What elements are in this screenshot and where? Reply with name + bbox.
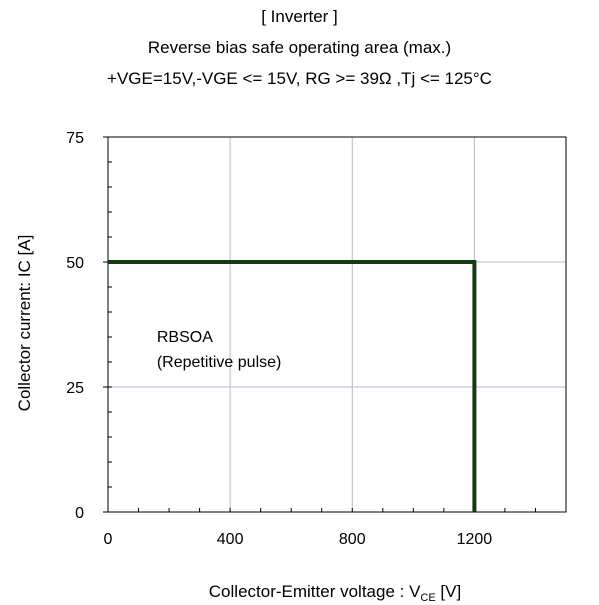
x-tick-label: 400 bbox=[217, 531, 244, 548]
axis-ticks bbox=[103, 136, 536, 513]
rbsoa-limit-line bbox=[108, 260, 477, 512]
chart-subtitle: Reverse bias safe operating area (max.) bbox=[147, 38, 452, 57]
x-tick-label: 800 bbox=[339, 531, 366, 548]
x-tick-label: 0 bbox=[104, 531, 113, 548]
y-tick-label: 50 bbox=[66, 255, 84, 272]
y-tick-label: 75 bbox=[66, 130, 84, 147]
x-tick-label: 1200 bbox=[457, 531, 493, 548]
chart-title: [ Inverter ] bbox=[261, 7, 338, 26]
y-tick-label: 0 bbox=[75, 505, 84, 522]
x-axis-title: Collector-Emitter voltage : VCE [V] bbox=[209, 582, 461, 604]
annotation-rbsoa: RBSOA bbox=[157, 329, 213, 346]
y-axis-title: Collector current: IC [A] bbox=[15, 235, 34, 412]
chart-conditions: +VGE=15V,-VGE <= 15V, RG >= 39Ω ,Tj <= 1… bbox=[107, 69, 492, 88]
series-layer bbox=[108, 260, 477, 512]
grid-lines bbox=[108, 137, 566, 512]
annotations: RBSOA (Repetitive pulse) bbox=[157, 329, 282, 371]
y-tick-label: 25 bbox=[66, 380, 84, 397]
tick-labels: 0 400 800 1200 0 25 50 75 bbox=[66, 130, 492, 548]
annotation-repetitive-pulse: (Repetitive pulse) bbox=[157, 354, 282, 371]
plot-area-frame bbox=[107, 136, 567, 513]
